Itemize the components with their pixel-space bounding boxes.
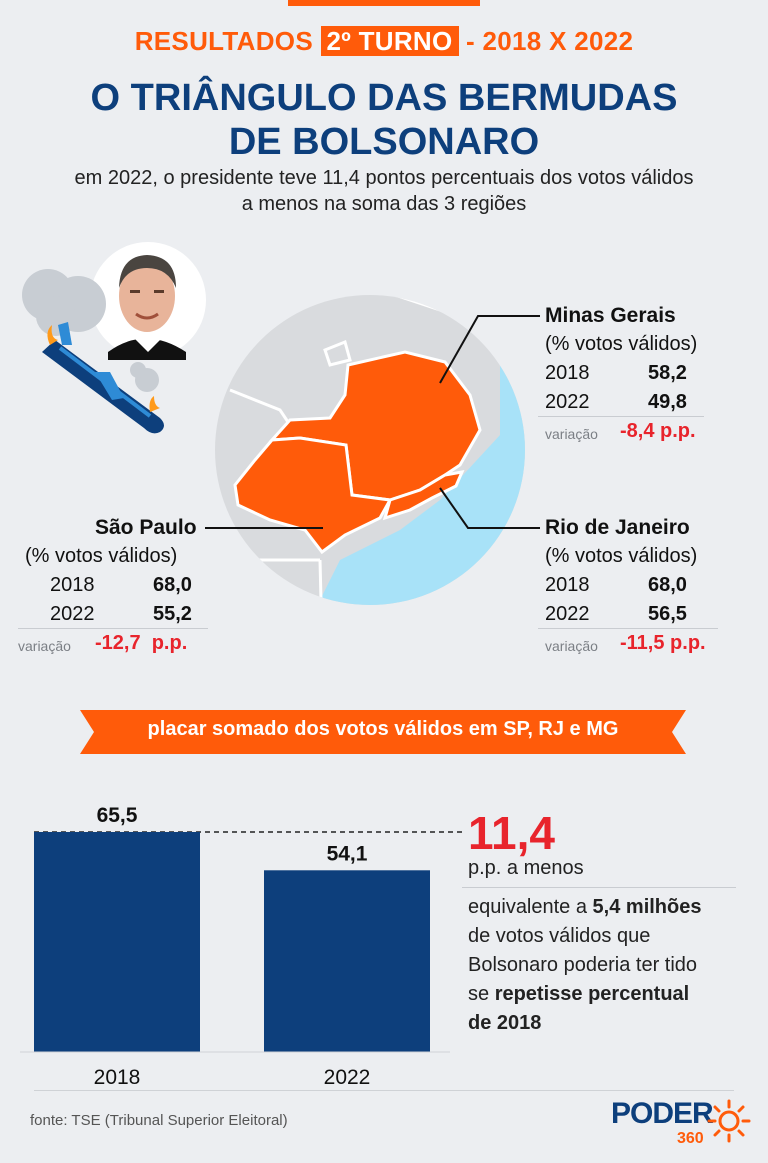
sp-variation-label: variação (18, 638, 71, 654)
sp-year-1: 2018 (50, 574, 95, 596)
rj-name: Rio de Janeiro (545, 516, 690, 539)
repeat-percentage-emphasis: repetisse percentual (494, 983, 690, 1005)
sp-value-2: 55,2 (153, 603, 192, 625)
section-banner (80, 710, 686, 754)
rj-year-2: 2022 (545, 603, 590, 625)
sp-name: São Paulo (95, 516, 197, 539)
subtitle: em 2022, o presidente teve 11,4 pontos p… (0, 165, 768, 217)
sp-year-2: 2022 (50, 603, 95, 625)
sp-value-1: 68,0 (153, 574, 192, 596)
mg-value-2: 49,8 (648, 391, 687, 413)
subtitle-line-2: a menos na soma das 3 regiões (241, 193, 527, 215)
subtitle-line-1: em 2022, o presidente teve 11,4 pontos p… (74, 167, 694, 189)
mg-subtitle: (% votos válidos) (545, 333, 698, 355)
poder360-logo: PODER (611, 1097, 714, 1130)
mg-year-2: 2022 (545, 391, 590, 413)
category-label-2022: 2022 (324, 1066, 371, 1089)
year-emphasis: de 2018 (468, 1012, 542, 1034)
bar-value-label-2018: 65,5 (97, 804, 138, 827)
rj-value-1: 68,0 (648, 574, 687, 596)
section-banner-text: placar somado dos votos válidos em SP, R… (147, 718, 619, 740)
rj-year-1: 2018 (545, 574, 590, 596)
kicker-highlight: 2º TURNO (320, 26, 459, 56)
difference-number: 11,4 (468, 807, 555, 859)
callout-note: equivalente a 5,4 milhões de votos válid… (468, 896, 702, 1034)
mg-variation-label: variação (545, 426, 598, 442)
rj-subtitle: (% votos válidos) (545, 545, 698, 567)
southeast-map (22, 242, 540, 605)
rj-leader-line (439, 487, 540, 529)
falling-plane-illustration (22, 269, 164, 434)
sp-subtitle: (% votos válidos) (25, 545, 178, 567)
title-line-1: O TRIÂNGULO DAS BERMUDAS (90, 77, 678, 119)
president-portrait-illustration (108, 255, 186, 360)
top-accent-bar (288, 0, 480, 6)
page-title: O TRIÂNGULO DAS BERMUDAS DE BOLSONARO (0, 76, 768, 164)
sp-separator (18, 628, 208, 629)
title-line-2: DE BOLSONARO (228, 121, 540, 163)
mg-variation-value: -8,4 p.p. (620, 420, 696, 442)
bar-chart: 65,5 54,1 2018 2022 (20, 804, 462, 1089)
mg-year-1: 2018 (545, 362, 590, 384)
bar-2022 (264, 870, 430, 1052)
rj-variation-label: variação (545, 638, 598, 654)
callout-separator (462, 887, 736, 888)
poder360-logo-number: 360 (677, 1130, 704, 1147)
sun-icon (707, 1099, 751, 1143)
bar-2018 (34, 832, 200, 1052)
rj-value-2: 56,5 (648, 603, 687, 625)
mg-leader-line (439, 315, 540, 384)
difference-unit: p.p. a menos (468, 857, 584, 879)
mg-separator (538, 416, 704, 417)
rj-separator (538, 628, 718, 629)
votes-millions-emphasis: 5,4 milhões (592, 896, 702, 918)
rio-de-janeiro-shape (382, 470, 465, 521)
kicker: RESULTADOS 2º TURNO - 2018 X 2022 (134, 26, 634, 56)
sp-variation-value: -12,7 p.p. (95, 632, 188, 654)
mg-name: Minas Gerais (545, 304, 676, 327)
mg-value-1: 58,2 (648, 362, 687, 384)
source-note: fonte: TSE (Tribunal Superior Eleitoral) (30, 1112, 288, 1129)
footer-divider (34, 1090, 734, 1091)
bar-value-label-2022: 54,1 (327, 842, 368, 865)
category-label-2018: 2018 (94, 1066, 141, 1089)
sao-paulo-shape (233, 436, 393, 555)
rj-variation-value: -11,5 p.p. (620, 632, 706, 654)
